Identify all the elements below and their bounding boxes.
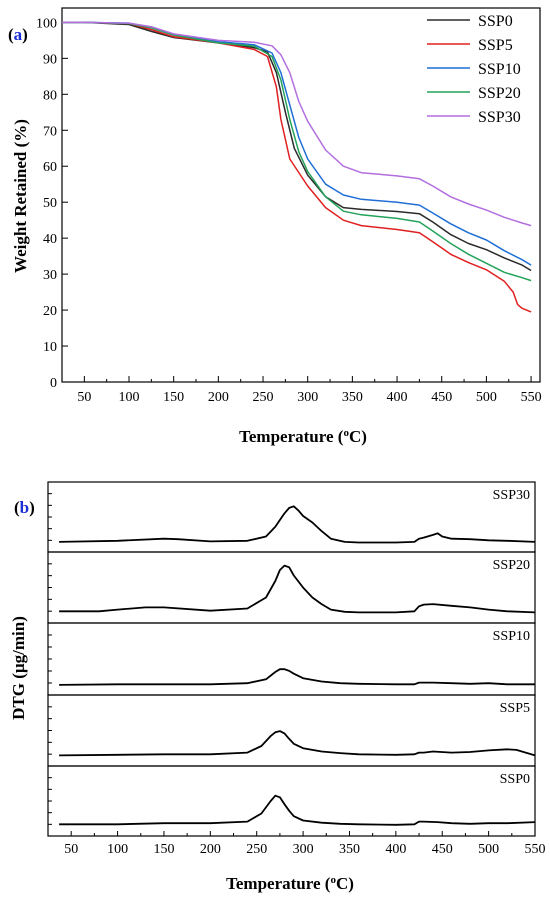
x-tick-label: 250: [246, 842, 267, 857]
panel-a-frame: [61, 7, 541, 383]
legend-label-ssp30: SSP30: [478, 109, 521, 126]
y-tick-label: 60: [43, 160, 57, 175]
panel-a-x-ticks: 50 100 150 200 250 300 350 400 450 500 550: [61, 376, 542, 405]
y-tick-label: 90: [43, 52, 57, 67]
series-line-ssp0: [62, 21, 532, 272]
x-tick-label: 500: [476, 390, 497, 405]
panel-a-y-ticks: 0 10 20 30 40 50 60 70 80 90 100: [36, 16, 68, 391]
x-tick-label: 400: [385, 842, 406, 857]
x-tick-label: 50: [77, 390, 91, 405]
x-tick-label: 350: [342, 390, 363, 405]
series-line-ssp20: [62, 21, 532, 282]
dtg-panel-label-ssp5: SSP5: [500, 701, 530, 716]
dtg-panel-frame: [47, 765, 536, 837]
panel-a-y-axis-label: Weight Retained (%): [11, 119, 30, 273]
legend-label-ssp5: SSP5: [478, 37, 513, 54]
x-tick-label: 100: [119, 390, 140, 405]
dtg-curve-ssp0: [59, 794, 536, 826]
x-tick-label: 450: [431, 390, 452, 405]
panel-a-x-axis-label: Temperature (oC): [239, 427, 367, 446]
x-tick-label: 200: [200, 842, 221, 857]
y-tick-label: 50: [43, 196, 57, 211]
dtg-panel-label-ssp0: SSP0: [500, 772, 530, 787]
y-tick-label: 80: [43, 88, 57, 103]
panel-b-x-ticks: 50 100 150 200 250 300 350 400 450 500 550: [47, 831, 546, 857]
y-tick-label: 70: [43, 124, 57, 139]
y-tick-label: 30: [43, 268, 57, 283]
panel-b-letter: (b): [14, 498, 35, 517]
dtg-panel-ssp5: SSP5: [47, 694, 536, 767]
y-tick-label: 40: [43, 232, 57, 247]
series-line-ssp30: [62, 21, 532, 227]
panel-b-x-axis-label: Temperature (oC): [226, 874, 354, 893]
panel-b-y-axis-label: DTG (µg/min): [9, 616, 28, 720]
dtg-panel-label-ssp20: SSP20: [493, 558, 530, 573]
dtg-panel-ssp0: SSP0: [47, 765, 536, 837]
dtg-panel-ssp10: SSP10: [47, 622, 536, 696]
x-tick-label: 300: [293, 842, 314, 857]
x-tick-label: 50: [64, 842, 78, 857]
panel-b-dtg: SSP30 SSP20 SSP10 SSP5 SSP0 (b) 50 100 150 200 2…: [9, 481, 546, 893]
x-tick-label: 250: [253, 390, 274, 405]
y-tick-label: 0: [50, 376, 57, 391]
x-tick-label: 150: [153, 842, 174, 857]
panel-a-weight-retained: (a) 0 10 20 30 40 50 60 70 80 90 100 50 100 150 200 25…: [8, 7, 542, 446]
panel-a-series: [62, 21, 532, 313]
legend-label-ssp20: SSP20: [478, 85, 521, 102]
x-tick-label: 350: [339, 842, 360, 857]
panel-a-letter: (a): [8, 25, 28, 44]
x-tick-label: 400: [387, 390, 408, 405]
x-tick-label: 200: [208, 390, 229, 405]
dtg-panel-frame: [47, 551, 536, 624]
y-tick-label: 10: [43, 340, 57, 355]
dtg-panel-label-ssp10: SSP10: [493, 629, 530, 644]
x-tick-label: 500: [478, 842, 499, 857]
x-tick-label: 550: [525, 842, 546, 857]
series-line-ssp5: [62, 21, 532, 313]
y-tick-label: 100: [36, 16, 57, 31]
legend-label-ssp0: SSP0: [478, 13, 513, 30]
dtg-curve-ssp10: [59, 668, 535, 686]
dtg-panel-ssp30: SSP30: [47, 481, 536, 553]
x-tick-label: 450: [432, 842, 453, 857]
dtg-curve-ssp30: [59, 505, 536, 544]
panel-b-stack: SSP30 SSP20 SSP10 SSP5 SSP0: [47, 481, 536, 837]
x-tick-label: 550: [521, 390, 542, 405]
dtg-panel-label-ssp30: SSP30: [493, 488, 530, 503]
x-tick-label: 300: [297, 390, 318, 405]
panel-a-legend: SSP0 SSP5 SSP10 SSP20 SSP30: [427, 13, 521, 126]
y-tick-label: 20: [43, 304, 57, 319]
dtg-panel-ssp20: SSP20: [47, 551, 536, 624]
dtg-curve-ssp20: [59, 564, 536, 614]
legend-label-ssp10: SSP10: [478, 61, 521, 78]
x-tick-label: 100: [107, 842, 128, 857]
x-tick-label: 150: [163, 390, 184, 405]
dtg-curve-ssp5: [59, 730, 536, 757]
